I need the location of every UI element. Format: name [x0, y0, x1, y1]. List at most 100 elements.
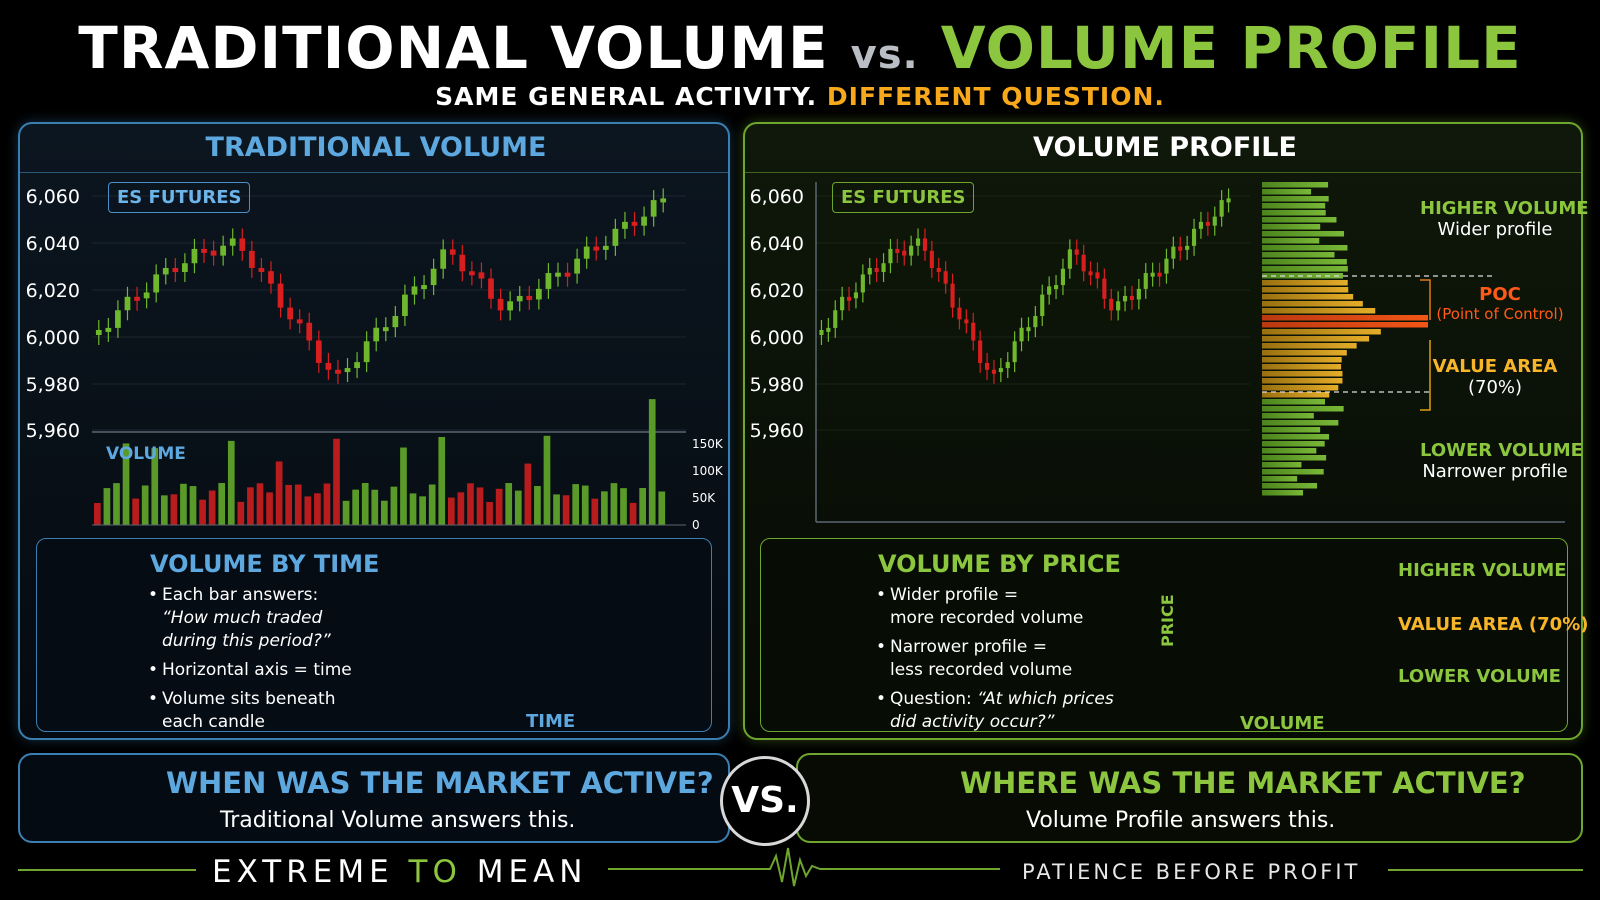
profile-bar [1262, 364, 1342, 370]
volume-bar [591, 498, 599, 525]
y-tick: 5,980 [749, 374, 804, 396]
candle [874, 268, 879, 273]
candle [1109, 298, 1114, 311]
card-heading: VOLUME BY PRICE [878, 550, 1121, 578]
candle [430, 268, 437, 286]
candle [909, 245, 914, 256]
brand-word: MEAN [476, 854, 588, 890]
time-label: TIME [526, 711, 576, 732]
volume-bar [160, 495, 168, 525]
bullet-text: Question: [890, 689, 978, 709]
volume-bar [132, 498, 139, 525]
y-tick: 6,020 [25, 280, 80, 302]
brand-word: EXTREME [212, 854, 394, 890]
volume-bar [514, 490, 522, 525]
poc-sub-text: (Point of Control) [1436, 305, 1564, 323]
poc-label: POC (Point of Control) [1430, 284, 1570, 323]
right-chart-grid [816, 195, 1250, 431]
candle [998, 368, 1003, 373]
candle [354, 362, 360, 369]
candle [1095, 272, 1100, 279]
candle [564, 272, 571, 277]
candle [1198, 221, 1204, 229]
volume-bar [294, 484, 302, 525]
candle [1088, 271, 1093, 276]
volume-bar [648, 399, 656, 525]
candle [574, 258, 580, 274]
candle [172, 268, 179, 273]
bullet: Each bar answers: “How much traded durin… [148, 584, 352, 653]
candle [440, 249, 447, 269]
volume-bar [151, 448, 159, 525]
profile-bar [1262, 287, 1349, 293]
profile-bar [1262, 308, 1376, 314]
volume-bar [639, 488, 646, 525]
bullet-text: less recorded volume [890, 660, 1073, 680]
candle [1178, 246, 1183, 251]
volume-bar [629, 502, 637, 525]
when-answer: Traditional Volume answers this. [220, 808, 576, 833]
volume-bar [495, 488, 503, 525]
volume-bar [610, 483, 618, 525]
candle [1129, 295, 1135, 300]
candle [881, 263, 886, 273]
candle [124, 296, 131, 311]
candle [210, 250, 217, 256]
y-tick: 6,020 [749, 280, 804, 302]
higher-volume-label: HIGHER VOLUME Wider profile [1420, 198, 1589, 240]
mini-volume-label: VOLUME [1240, 713, 1325, 734]
value-area-text: VALUE AREA [1432, 356, 1558, 377]
candle [895, 248, 900, 253]
volume-bar [371, 489, 379, 525]
profile-bar [1262, 280, 1348, 286]
candle [1019, 327, 1024, 342]
candle [922, 238, 928, 251]
profile-bar [1262, 315, 1428, 321]
volume-bar [323, 483, 331, 525]
price-label: PRICE [1158, 594, 1177, 648]
candle [258, 267, 265, 272]
volume-bar [486, 501, 493, 525]
candle [535, 288, 542, 300]
page-subtitle: SAME GENERAL ACTIVITY. DIFFERENT QUESTIO… [0, 82, 1600, 111]
volume-bar [381, 500, 388, 525]
bullet: Question: “At which prices did activity … [876, 688, 1114, 734]
profile-bar [1262, 294, 1354, 300]
candle [287, 307, 293, 320]
question-part: THE MARKET ACTIVE? [1172, 766, 1526, 800]
candle [1205, 221, 1210, 226]
candle [296, 319, 303, 324]
panel-title: VOLUME PROFILE [1033, 132, 1297, 163]
when-question: WHEN WAS THE MARKET ACTIVE? [166, 766, 714, 800]
profile-bar [1262, 196, 1329, 202]
y-tick: 5,980 [25, 374, 80, 396]
volume-bar [314, 493, 321, 525]
candle [964, 319, 969, 324]
candle [105, 327, 112, 332]
bullet-list: Each bar answers: “How much traded durin… [148, 584, 352, 740]
candle [526, 295, 533, 300]
volume-tick: 150K [692, 437, 723, 451]
candle [1067, 249, 1072, 269]
profile-bar [1262, 392, 1330, 398]
title-volume-profile: VOLUME PROFILE [940, 14, 1522, 82]
candle [1136, 288, 1141, 300]
y-tick: 5,960 [25, 420, 80, 442]
candle [1219, 200, 1224, 217]
bullet-text: during this period?” [162, 631, 331, 651]
volume-bar [180, 483, 187, 525]
profile-bar [1262, 399, 1325, 405]
where-answer: Volume Profile answers this. [1026, 808, 1336, 833]
volume-bar [141, 485, 149, 525]
volume-bar [256, 483, 264, 525]
profile-bar [1262, 427, 1321, 433]
candle [888, 248, 893, 264]
volume-bar [218, 483, 226, 525]
candle [373, 327, 380, 342]
volume-bar [361, 483, 369, 525]
bullet: Horizontal axis = time [148, 659, 352, 682]
candle [1074, 249, 1079, 255]
volume-bar [189, 486, 197, 525]
volume-bar [400, 447, 407, 525]
volume-bar [428, 484, 436, 525]
